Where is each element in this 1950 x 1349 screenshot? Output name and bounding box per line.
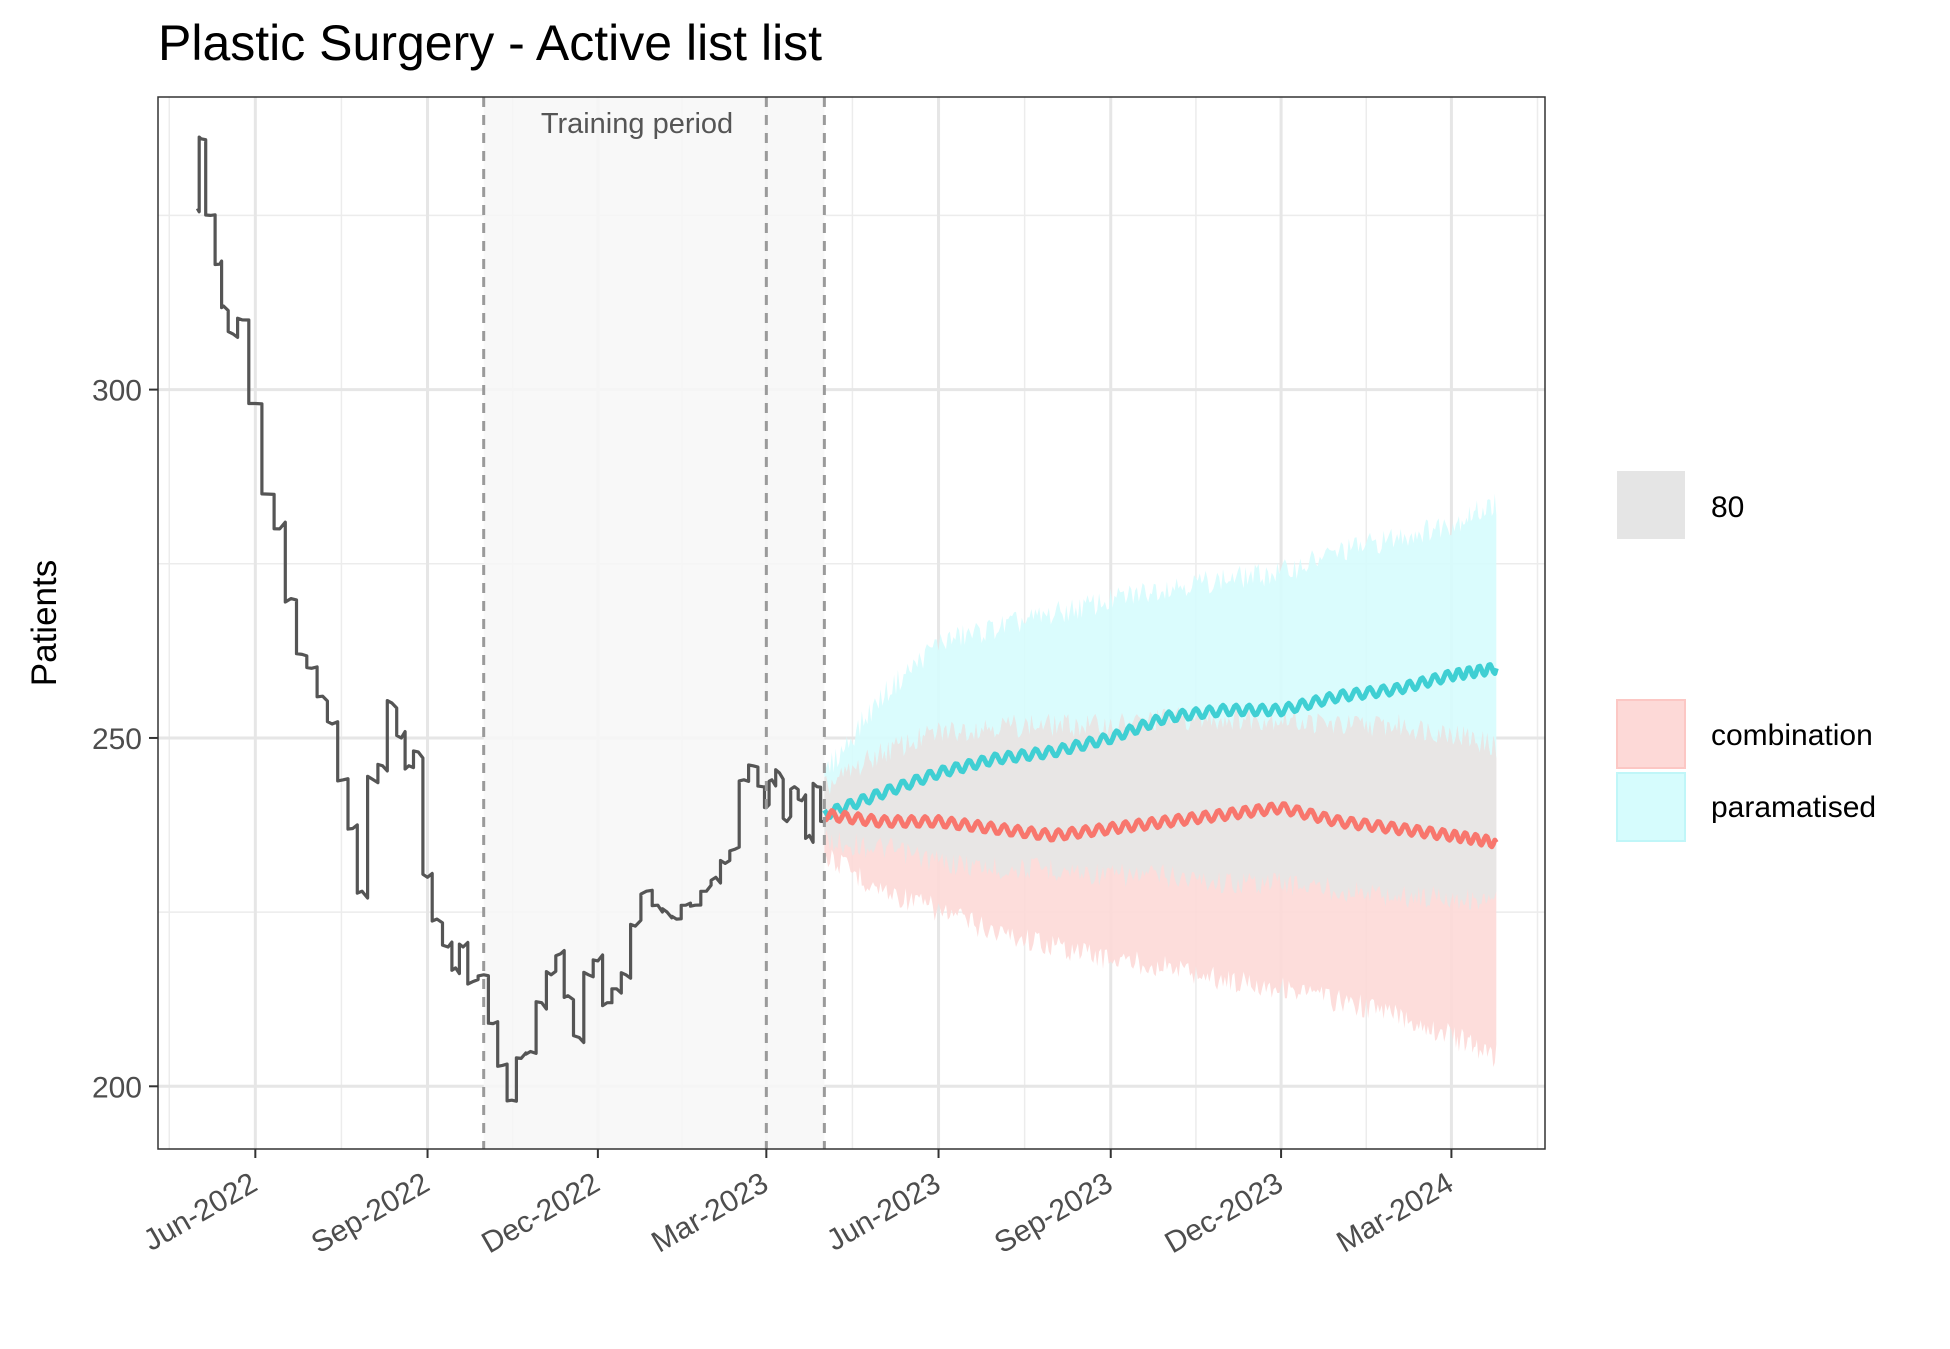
legend-label-paramatised: paramatised xyxy=(1711,791,1876,824)
series-lines xyxy=(195,135,1499,1103)
prediction-intervals xyxy=(824,493,1497,1067)
series-line-actual xyxy=(195,135,825,1103)
training-period-band xyxy=(483,97,825,1149)
legend: 80 combination paramatised xyxy=(1616,471,1876,842)
y-axis-label: Patients xyxy=(25,560,64,686)
panel-border xyxy=(157,96,1546,1150)
training-period-label: Training period xyxy=(541,108,733,140)
y-tick-label: 200 xyxy=(92,1071,142,1104)
legend-label-interval: 80 xyxy=(1711,491,1744,524)
series-line-paramatised xyxy=(822,662,1499,820)
training-band-rect xyxy=(483,97,825,1149)
legend-key-combination xyxy=(1616,699,1686,769)
legend-label-combination: combination xyxy=(1711,719,1873,752)
legend-key-interval xyxy=(1617,471,1685,539)
y-tick-label: 300 xyxy=(92,375,142,408)
training-markers xyxy=(482,97,826,1149)
y-tick-label: 250 xyxy=(92,723,142,756)
y-axis: 200 250 300 xyxy=(92,375,158,1104)
legend-key-paramatised xyxy=(1616,772,1686,842)
chart-title: Plastic Surgery - Active list list xyxy=(158,15,822,71)
series-line-combination xyxy=(823,801,1499,850)
